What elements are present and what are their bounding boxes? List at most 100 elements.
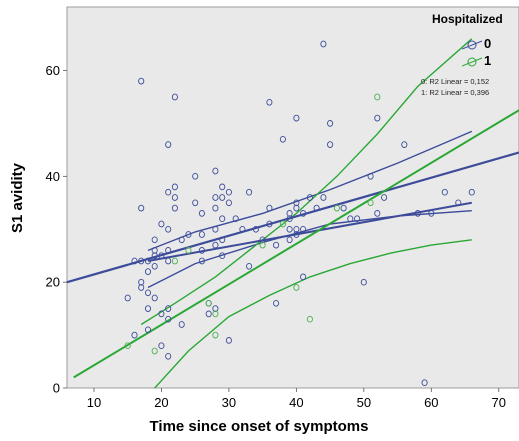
plot-area [66,6,519,389]
data-point-0 [455,199,462,207]
data-point-1 [124,342,131,350]
data-point-0 [158,310,165,318]
data-point-0 [266,204,273,212]
data-point-0 [131,331,138,339]
data-point-1 [185,247,192,254]
data-point-0 [320,194,327,201]
data-point-0 [367,172,374,180]
data-point-0 [293,199,300,207]
legend-title: Hospitalized [432,12,503,26]
data-point-0 [198,231,205,238]
data-point-0 [205,310,212,318]
data-point-0 [441,188,448,196]
data-point-0 [252,225,259,233]
data-point-0 [279,135,286,143]
data-point-0 [165,188,172,196]
data-point-0 [414,210,421,217]
data-point-0 [293,114,300,122]
data-point-0 [320,40,327,48]
data-point-0 [212,305,219,312]
y-axis-label: S1 avidity [9,162,26,233]
data-point-0 [138,77,145,85]
y-tick-label: 20 [46,275,60,290]
data-point-0 [185,231,192,238]
data-point-0 [266,98,273,106]
x-tick-label: 10 [87,395,101,410]
data-point-0 [306,194,313,201]
data-point-1 [293,284,300,291]
data-point-0 [219,194,226,201]
x-tick-label: 60 [424,395,438,410]
confidence-band-upper-1 [140,38,473,326]
data-point-0 [374,114,381,122]
data-point-0 [300,225,307,233]
data-point-0 [151,236,158,244]
y-tick-label: 0 [53,381,60,396]
data-point-0 [144,305,152,312]
data-point-0 [300,210,307,217]
data-point-0 [421,379,428,387]
data-point-0 [144,268,152,275]
confidence-band-lower-1 [154,239,472,389]
x-axis-label: Time since onset of symptoms [150,418,369,435]
data-point-0 [198,247,205,254]
data-point-0 [198,257,205,265]
data-point-0 [124,294,131,302]
data-point-0 [138,257,145,265]
data-point-0 [158,220,165,228]
data-point-0 [165,141,172,148]
data-point-0 [165,315,172,323]
x-tick-label: 40 [289,395,303,410]
data-point-1 [212,310,219,318]
data-point-0 [232,215,239,223]
data-point-1 [367,199,374,207]
open-circle-line-icon [462,57,483,67]
data-point-0 [374,210,381,217]
data-point-0 [293,225,300,233]
data-point-0 [286,236,293,244]
data-point-0 [225,188,232,196]
data-point-0 [401,141,408,148]
confidence-band-upper-0 [147,130,473,252]
x-tick-label: 20 [154,395,168,410]
data-point-0 [381,194,388,201]
data-point-0 [259,236,266,244]
data-point-0 [158,342,165,350]
data-point-1 [374,93,381,101]
total-fit-line [66,151,519,284]
data-point-1 [306,315,313,323]
data-point-0 [468,188,475,196]
data-point-0 [131,257,138,265]
y-tick-label: 40 [46,169,60,184]
data-point-0 [158,252,165,260]
data-point-0 [165,257,172,265]
data-point-0 [360,278,367,286]
data-point-0 [225,337,232,344]
data-point-0 [165,352,172,360]
data-point-0 [286,225,293,233]
data-point-0 [300,273,307,281]
data-point-0 [138,204,145,212]
data-point-0 [151,252,158,260]
fit-label-1: 1: R2 Linear = 0,396 [421,88,490,97]
data-point-0 [347,215,354,223]
data-point-0 [144,326,152,334]
data-point-0 [212,194,219,201]
data-point-0 [293,231,300,238]
data-point-0 [178,236,185,244]
data-point-0 [219,183,226,191]
data-point-0 [219,215,226,223]
data-point-0 [212,241,219,249]
data-point-0 [151,294,158,302]
data-point-0 [219,236,226,244]
data-point-0 [273,241,280,249]
data-point-0 [192,172,199,180]
data-point-1 [279,220,286,228]
data-point-0 [428,210,435,217]
x-tick-label: 50 [357,395,371,410]
data-point-0 [246,188,253,196]
data-point-0 [354,215,361,223]
data-point-0 [165,305,172,312]
data-point-1 [171,257,178,265]
